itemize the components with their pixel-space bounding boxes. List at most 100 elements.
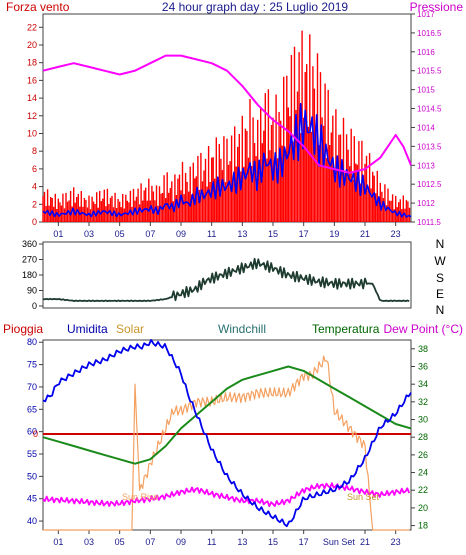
bottom-time-axis: 01 03 05 07 09 11 13 15 17 21 23 Sun Set bbox=[53, 530, 401, 547]
pressure-label: Pressione bbox=[410, 0, 464, 14]
windchill-label: Windchill bbox=[218, 322, 266, 336]
compass-label: S bbox=[436, 271, 444, 285]
x-tick-label: 01 bbox=[53, 229, 63, 239]
compass-label: E bbox=[436, 287, 444, 301]
temperature-tick-label: 20 bbox=[418, 503, 428, 513]
x-tick-label: 13 bbox=[237, 537, 247, 547]
humidity-tick-label: 40 bbox=[27, 516, 37, 526]
x-tick-label: 05 bbox=[115, 229, 125, 239]
sunset-tick-label: Sun Set bbox=[323, 537, 356, 547]
pressure-tick-label: 1012.5 bbox=[417, 180, 442, 189]
x-tick-label: 17 bbox=[299, 229, 309, 239]
wind-tick-label: 10 bbox=[27, 128, 37, 138]
temp-humidity-series bbox=[42, 338, 412, 531]
humidity-tick-label: 55 bbox=[27, 449, 37, 459]
x-tick-label: 21 bbox=[360, 229, 370, 239]
x-tick-label: 03 bbox=[84, 229, 94, 239]
temperature-tick-label: 36 bbox=[418, 362, 428, 372]
rain-label: Pioggia bbox=[3, 322, 43, 336]
x-tick-label: 11 bbox=[207, 537, 216, 547]
wind-tick-label: 4 bbox=[32, 182, 37, 192]
wind-average-line bbox=[42, 102, 412, 218]
temperature-tick-label: 26 bbox=[418, 450, 428, 460]
x-tick-label: 05 bbox=[115, 537, 125, 547]
rain-zero-label: 0 bbox=[33, 429, 38, 439]
humidity-tick-label: 80 bbox=[27, 337, 37, 347]
wind-pressure-chart: Forza vento 24 hour graph day : 25 Lugli… bbox=[6, 0, 463, 239]
top-time-axis: 01 03 05 07 09 11 13 15 17 19 21 23 bbox=[53, 222, 401, 239]
direction-tick-label: 0 bbox=[32, 301, 37, 311]
x-tick-label: 17 bbox=[299, 537, 309, 547]
direction-tick-label: 270 bbox=[22, 255, 37, 265]
x-tick-label: 07 bbox=[145, 229, 155, 239]
pressure-tick-label: 1017 bbox=[417, 10, 435, 19]
wind-tick-label: 2 bbox=[32, 199, 37, 209]
pressure-tick-label: 1012 bbox=[417, 199, 435, 208]
wind-tick-label: 18 bbox=[27, 58, 37, 68]
pressure-tick-label: 1016.5 bbox=[417, 29, 442, 38]
wind-tick-label: 14 bbox=[27, 93, 37, 103]
pressure-tick-label: 1015.5 bbox=[417, 67, 442, 76]
chart-title: 24 hour graph day : 25 Luglio 2019 bbox=[162, 0, 348, 14]
pressure-axis-ticks: 1011.5 1012 1012.5 1013 1013.5 1014 1014.5 1015… bbox=[411, 10, 442, 227]
x-tick-label: 23 bbox=[391, 537, 401, 547]
direction-tick-label: 360 bbox=[22, 239, 37, 249]
wind-tick-label: 22 bbox=[27, 22, 37, 32]
compass-label: N bbox=[436, 303, 445, 317]
compass-label: W bbox=[434, 254, 446, 268]
temperature-tick-label: 24 bbox=[418, 468, 428, 478]
wind-direction-line bbox=[42, 257, 410, 303]
pressure-tick-label: 1016 bbox=[417, 48, 435, 57]
dewpoint-label: Dew Point (°C) bbox=[384, 322, 463, 336]
wind-force-label: Forza vento bbox=[6, 0, 70, 14]
wind-pressure-series bbox=[42, 30, 412, 222]
wind-gust-series bbox=[42, 30, 411, 222]
direction-axis-ticks: 0 90 180 270 360 bbox=[22, 239, 43, 311]
compass-label: N bbox=[436, 237, 445, 251]
wind-tick-label: 12 bbox=[27, 111, 37, 121]
direction-tick-label: 90 bbox=[27, 286, 37, 296]
humidity-tick-label: 65 bbox=[27, 404, 37, 414]
pressure-tick-label: 1013 bbox=[417, 161, 435, 170]
temperature-axis-ticks: 18 20 22 24 26 28 30 32 34 36 38 bbox=[411, 344, 428, 531]
wind-axis-ticks: 0 2 4 6 8 10 12 14 16 18 20 22 bbox=[27, 22, 43, 227]
wind-tick-label: 8 bbox=[32, 146, 37, 156]
pressure-tick-label: 1015 bbox=[417, 86, 435, 95]
temperature-tick-label: 32 bbox=[418, 397, 428, 407]
sunrise-label: Sun Rise bbox=[122, 492, 159, 502]
x-tick-label: 13 bbox=[237, 229, 247, 239]
temperature-label: Temperatura bbox=[312, 322, 380, 336]
humidity-tick-label: 75 bbox=[27, 360, 37, 370]
x-tick-label: 15 bbox=[268, 229, 278, 239]
temperature-tick-label: 18 bbox=[418, 521, 428, 531]
direction-series bbox=[42, 257, 410, 303]
pressure-tick-label: 1011.5 bbox=[417, 218, 441, 227]
sunset-label: Sun Set bbox=[347, 492, 380, 502]
x-tick-label: 15 bbox=[268, 537, 278, 547]
x-tick-label: 21 bbox=[360, 537, 370, 547]
humidity-label: Umidita bbox=[67, 322, 108, 336]
wind-tick-label: 16 bbox=[27, 75, 37, 85]
temperature-tick-label: 28 bbox=[418, 432, 428, 442]
wind-tick-label: 6 bbox=[32, 164, 37, 174]
x-tick-label: 11 bbox=[207, 229, 216, 239]
x-tick-label: 09 bbox=[176, 229, 186, 239]
x-tick-label: 09 bbox=[176, 537, 186, 547]
humidity-tick-label: 45 bbox=[27, 494, 37, 504]
solar-line bbox=[43, 355, 410, 531]
solar-label: Solar bbox=[116, 322, 144, 336]
x-tick-label: 07 bbox=[145, 537, 155, 547]
pressure-line bbox=[42, 54, 412, 174]
wind-tick-label: 0 bbox=[32, 217, 37, 227]
direction-tick-label: 180 bbox=[22, 270, 37, 280]
x-tick-label: 23 bbox=[391, 229, 401, 239]
x-tick-label: 01 bbox=[53, 537, 63, 547]
humidity-tick-label: 60 bbox=[27, 427, 37, 437]
pressure-tick-label: 1013.5 bbox=[417, 142, 442, 151]
humidity-tick-label: 70 bbox=[27, 382, 37, 392]
dewpoint-line bbox=[42, 482, 411, 508]
x-tick-label: 19 bbox=[329, 229, 339, 239]
